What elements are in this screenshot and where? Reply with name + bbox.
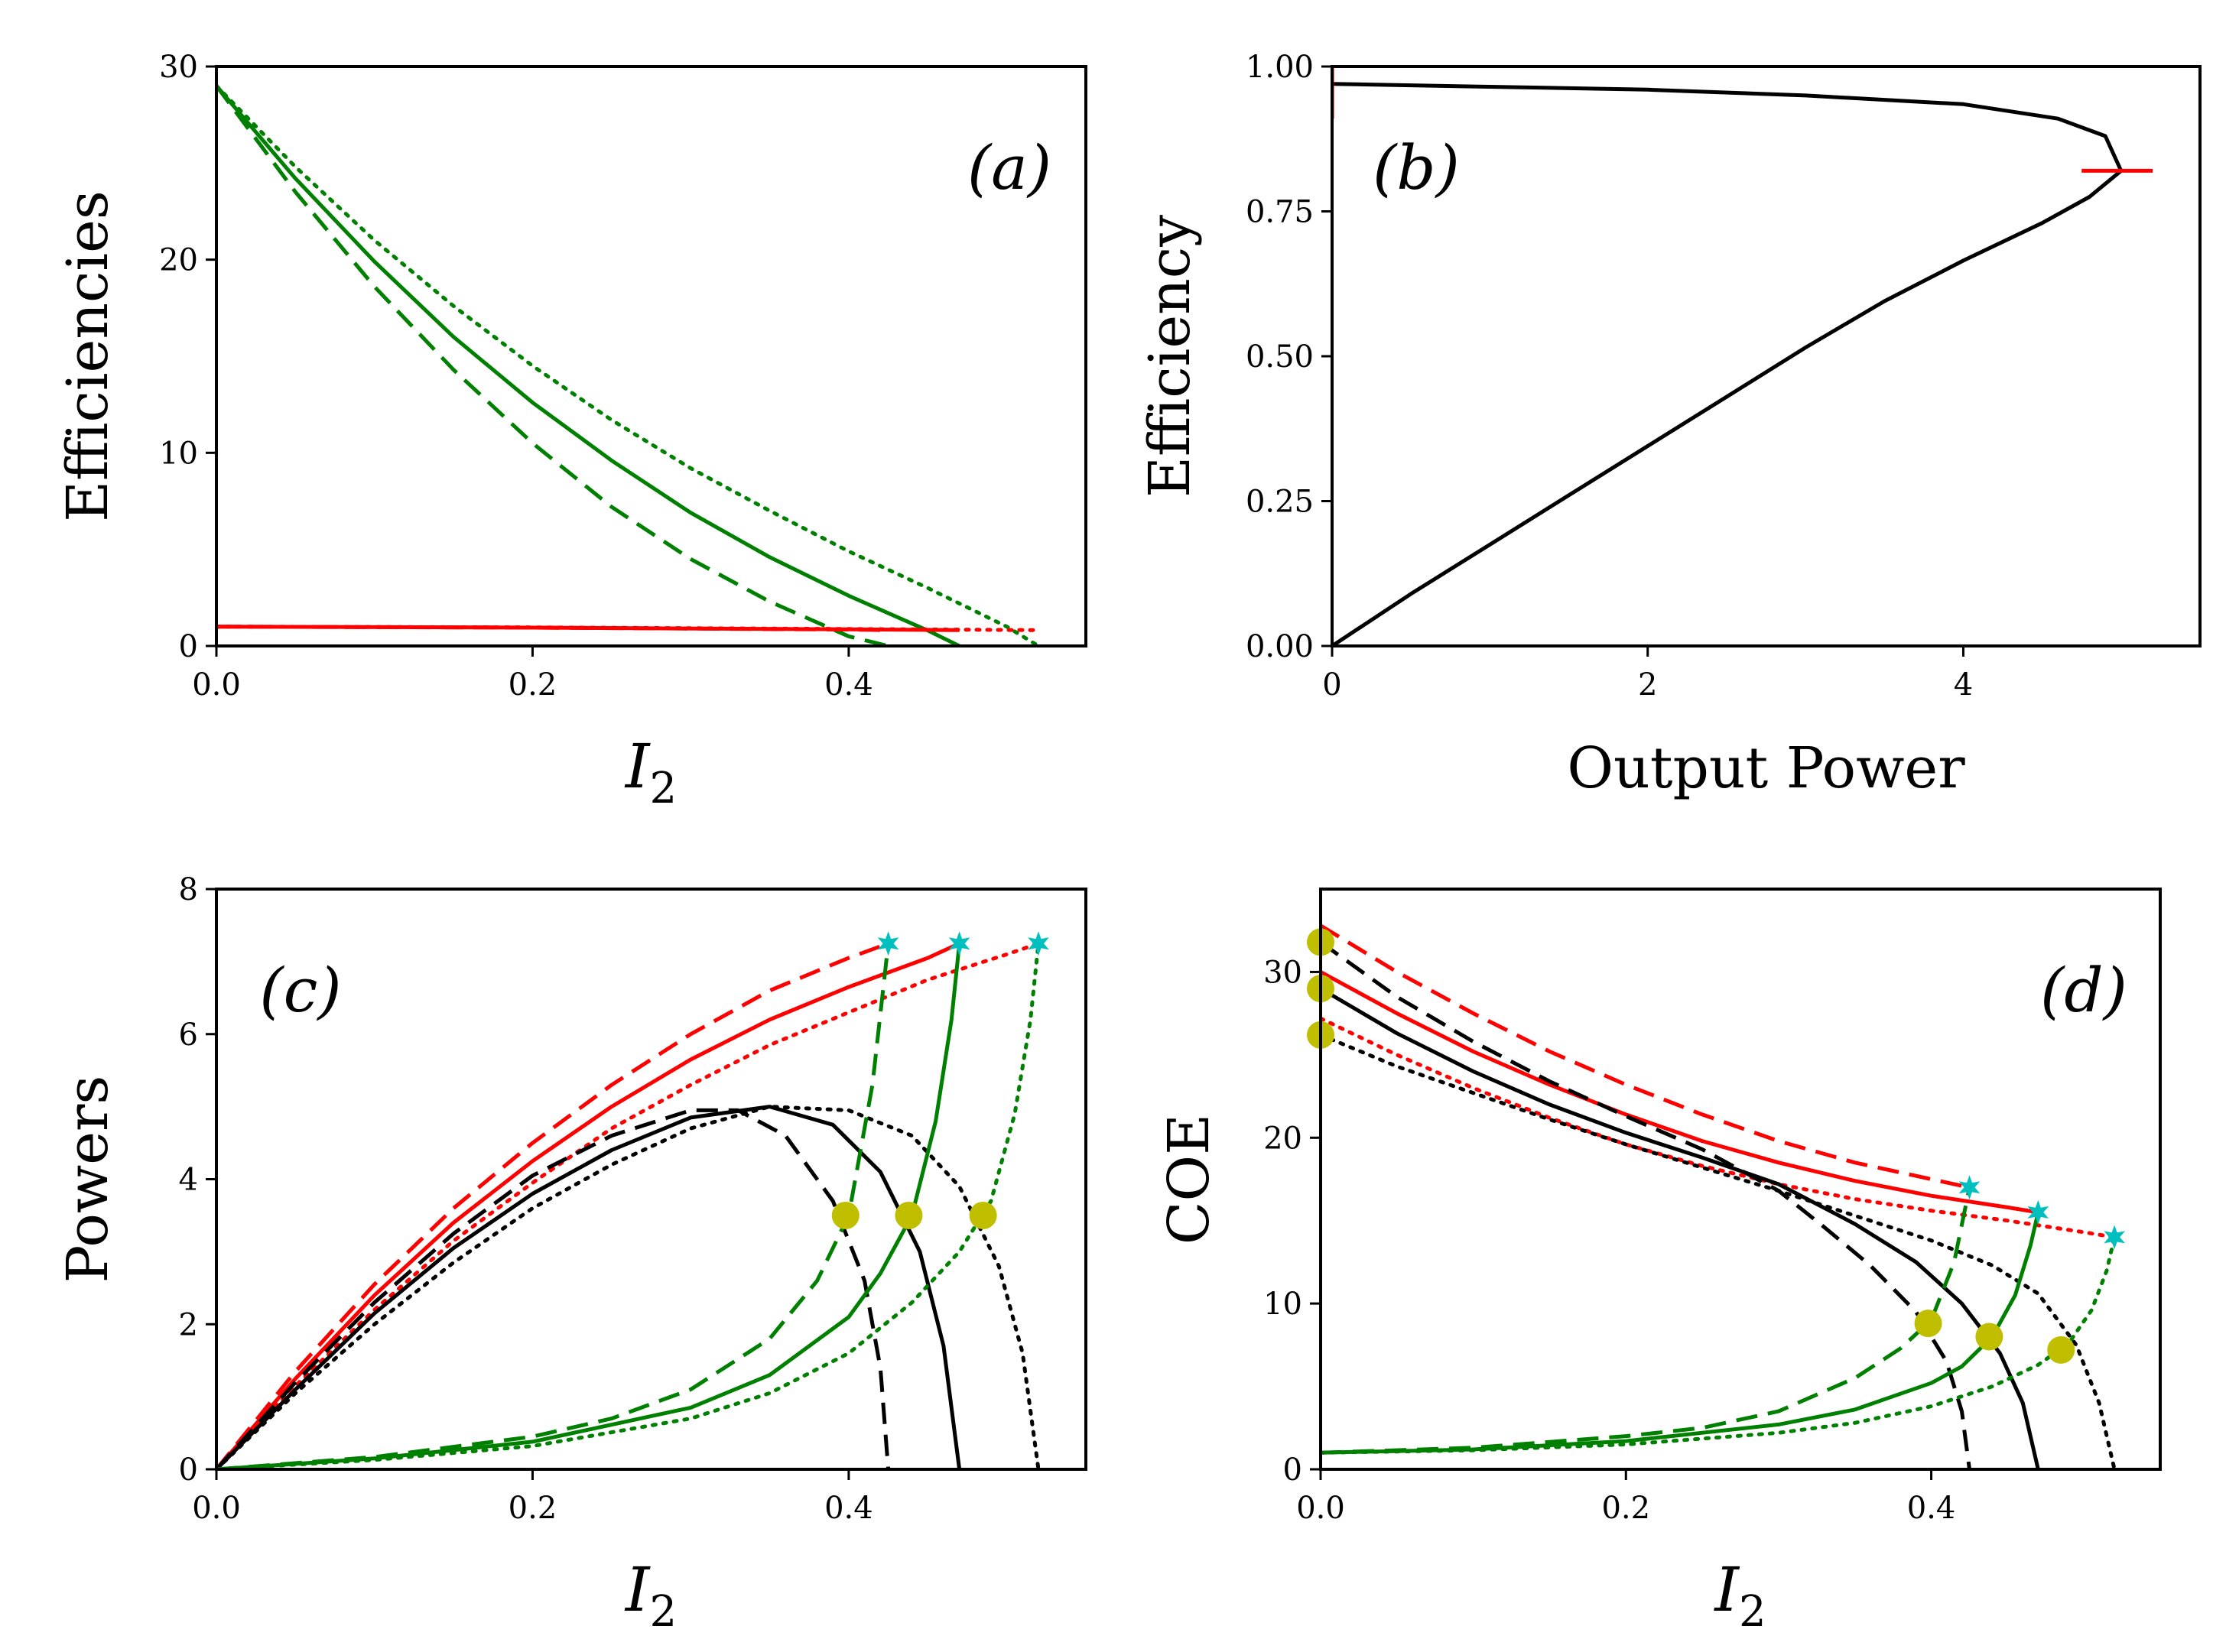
series-green-solid <box>216 84 960 646</box>
y-tick-label: 30 <box>1263 955 1302 990</box>
x-tick-label: 0.0 <box>192 1491 241 1526</box>
y-tick-label: 30 <box>159 50 198 85</box>
series-black-dotted <box>216 1105 1041 1469</box>
series-green-dotted <box>216 83 1041 646</box>
axes-frame <box>215 65 1087 647</box>
y-axis-label: COE <box>1156 1114 1222 1245</box>
panel-label: (c) <box>259 955 341 1026</box>
series-efficiency-vs-power <box>1332 82 2124 646</box>
plot-area <box>216 941 1041 1469</box>
panel-b: 0 2 4 0.00 0.25 0.50 0.75 1.00 Output Power Effic… <box>1137 50 2202 801</box>
y-tick-label: 10 <box>1263 1287 1302 1322</box>
x-tick-label: 0.4 <box>824 667 873 703</box>
y-tick-label: 0.25 <box>1246 485 1314 520</box>
series-black-dashed <box>216 1108 891 1469</box>
axes-frame <box>1331 65 2202 647</box>
y-axis-label: Efficiency <box>1137 215 1203 498</box>
marker-cyan-star <box>877 931 899 956</box>
y-tick-label: 8 <box>179 872 198 907</box>
series-green-dashed <box>1321 1186 1971 1455</box>
marker-yellow-dot <box>2047 1336 2075 1364</box>
y-tick-label: 6 <box>179 1017 198 1053</box>
series-red-dotted <box>216 625 1041 632</box>
x-axis-label: I2 <box>624 1554 677 1637</box>
y-tick-label: 0.75 <box>1246 195 1314 230</box>
panel-a: 0.0 0.2 0.4 0 10 20 30 I2 Efficiencies (a) <box>55 50 1087 813</box>
panel-c: 0.0 0.2 0.4 0 2 4 6 8 I2 Powers (c) <box>55 872 1087 1637</box>
x-tick-label: 4 <box>1954 667 1973 703</box>
series-green-dotted <box>216 941 1041 1469</box>
axes-frame <box>1319 888 2162 1471</box>
marker-cyan-star <box>2027 1199 2049 1225</box>
series-red-dashed <box>216 941 889 1469</box>
series-green-dashed <box>216 943 891 1469</box>
x-tick-label: 0.4 <box>824 1491 873 1526</box>
y-tick-label: 0.50 <box>1246 339 1314 375</box>
marker-cyan-star <box>1958 1175 1981 1200</box>
y-tick-label: 20 <box>159 243 198 278</box>
plot-area <box>216 83 1041 646</box>
y-tick-label: 0 <box>1283 1452 1302 1488</box>
panel-label: (a) <box>967 132 1051 203</box>
series-green-solid <box>216 943 962 1469</box>
x-tick-label: 0.0 <box>192 667 241 703</box>
y-axis-label: Efficiencies <box>55 190 121 522</box>
y-tick-label: 20 <box>1263 1121 1302 1156</box>
y-tick-label: 0 <box>179 629 198 664</box>
plot-area <box>1332 67 2153 646</box>
x-tick-label: 0.2 <box>1601 1491 1650 1526</box>
panel-d: 0.0 0.2 0.4 0 10 20 30 I2 COE (d) <box>1156 888 2162 1637</box>
series-red-dotted <box>216 941 1041 1469</box>
x-axis-label: Output Power <box>1567 735 1965 801</box>
y-tick-label: 0 <box>179 1452 198 1488</box>
series-green-solid <box>1321 1212 2040 1455</box>
marker-yellow-dot <box>1975 1323 2003 1351</box>
marker-yellow-dot <box>1914 1310 1942 1338</box>
series-red-dashed <box>1321 923 1971 1190</box>
series-red-solid <box>216 941 960 1469</box>
marker-cyan-star <box>1028 931 1049 956</box>
series-green-dashed <box>216 84 889 646</box>
marker-yellow-dot <box>831 1201 860 1229</box>
marker-cyan-star <box>2104 1225 2125 1250</box>
x-tick-label: 2 <box>1638 667 1657 703</box>
x-tick-label: 0.0 <box>1296 1491 1345 1526</box>
marker-cyan-star <box>948 931 970 956</box>
plot-area <box>1321 923 2117 1469</box>
panel-label: (b) <box>1373 132 1460 203</box>
y-tick-label: 2 <box>179 1307 198 1342</box>
y-tick-label: 0.00 <box>1246 629 1314 664</box>
y-axis-label: Powers <box>55 1076 121 1284</box>
x-axis-label: I2 <box>624 731 677 813</box>
series-black-solid <box>216 1105 962 1469</box>
x-tick-label: 0 <box>1322 667 1341 703</box>
series-black-dashed <box>1321 940 1971 1469</box>
marker-yellow-dot <box>895 1201 923 1229</box>
series-red-solid <box>1321 970 2039 1215</box>
series-green-dotted <box>1321 1235 2117 1455</box>
marker-yellow-dot <box>969 1201 997 1229</box>
series-red-dotted <box>1321 1016 2117 1239</box>
x-axis-label: I2 <box>1713 1554 1766 1637</box>
x-tick-label: 0.4 <box>1907 1491 1956 1526</box>
y-tick-label: 4 <box>179 1163 198 1198</box>
y-tick-label: 10 <box>159 436 198 471</box>
x-tick-label: 0.2 <box>509 1491 557 1526</box>
x-tick-label: 0.2 <box>509 667 557 703</box>
series-black-dotted <box>1321 1033 2117 1469</box>
panel-label: (d) <box>2040 955 2127 1026</box>
series-black-solid <box>1321 986 2040 1469</box>
y-tick-label: 1.00 <box>1246 50 1314 85</box>
